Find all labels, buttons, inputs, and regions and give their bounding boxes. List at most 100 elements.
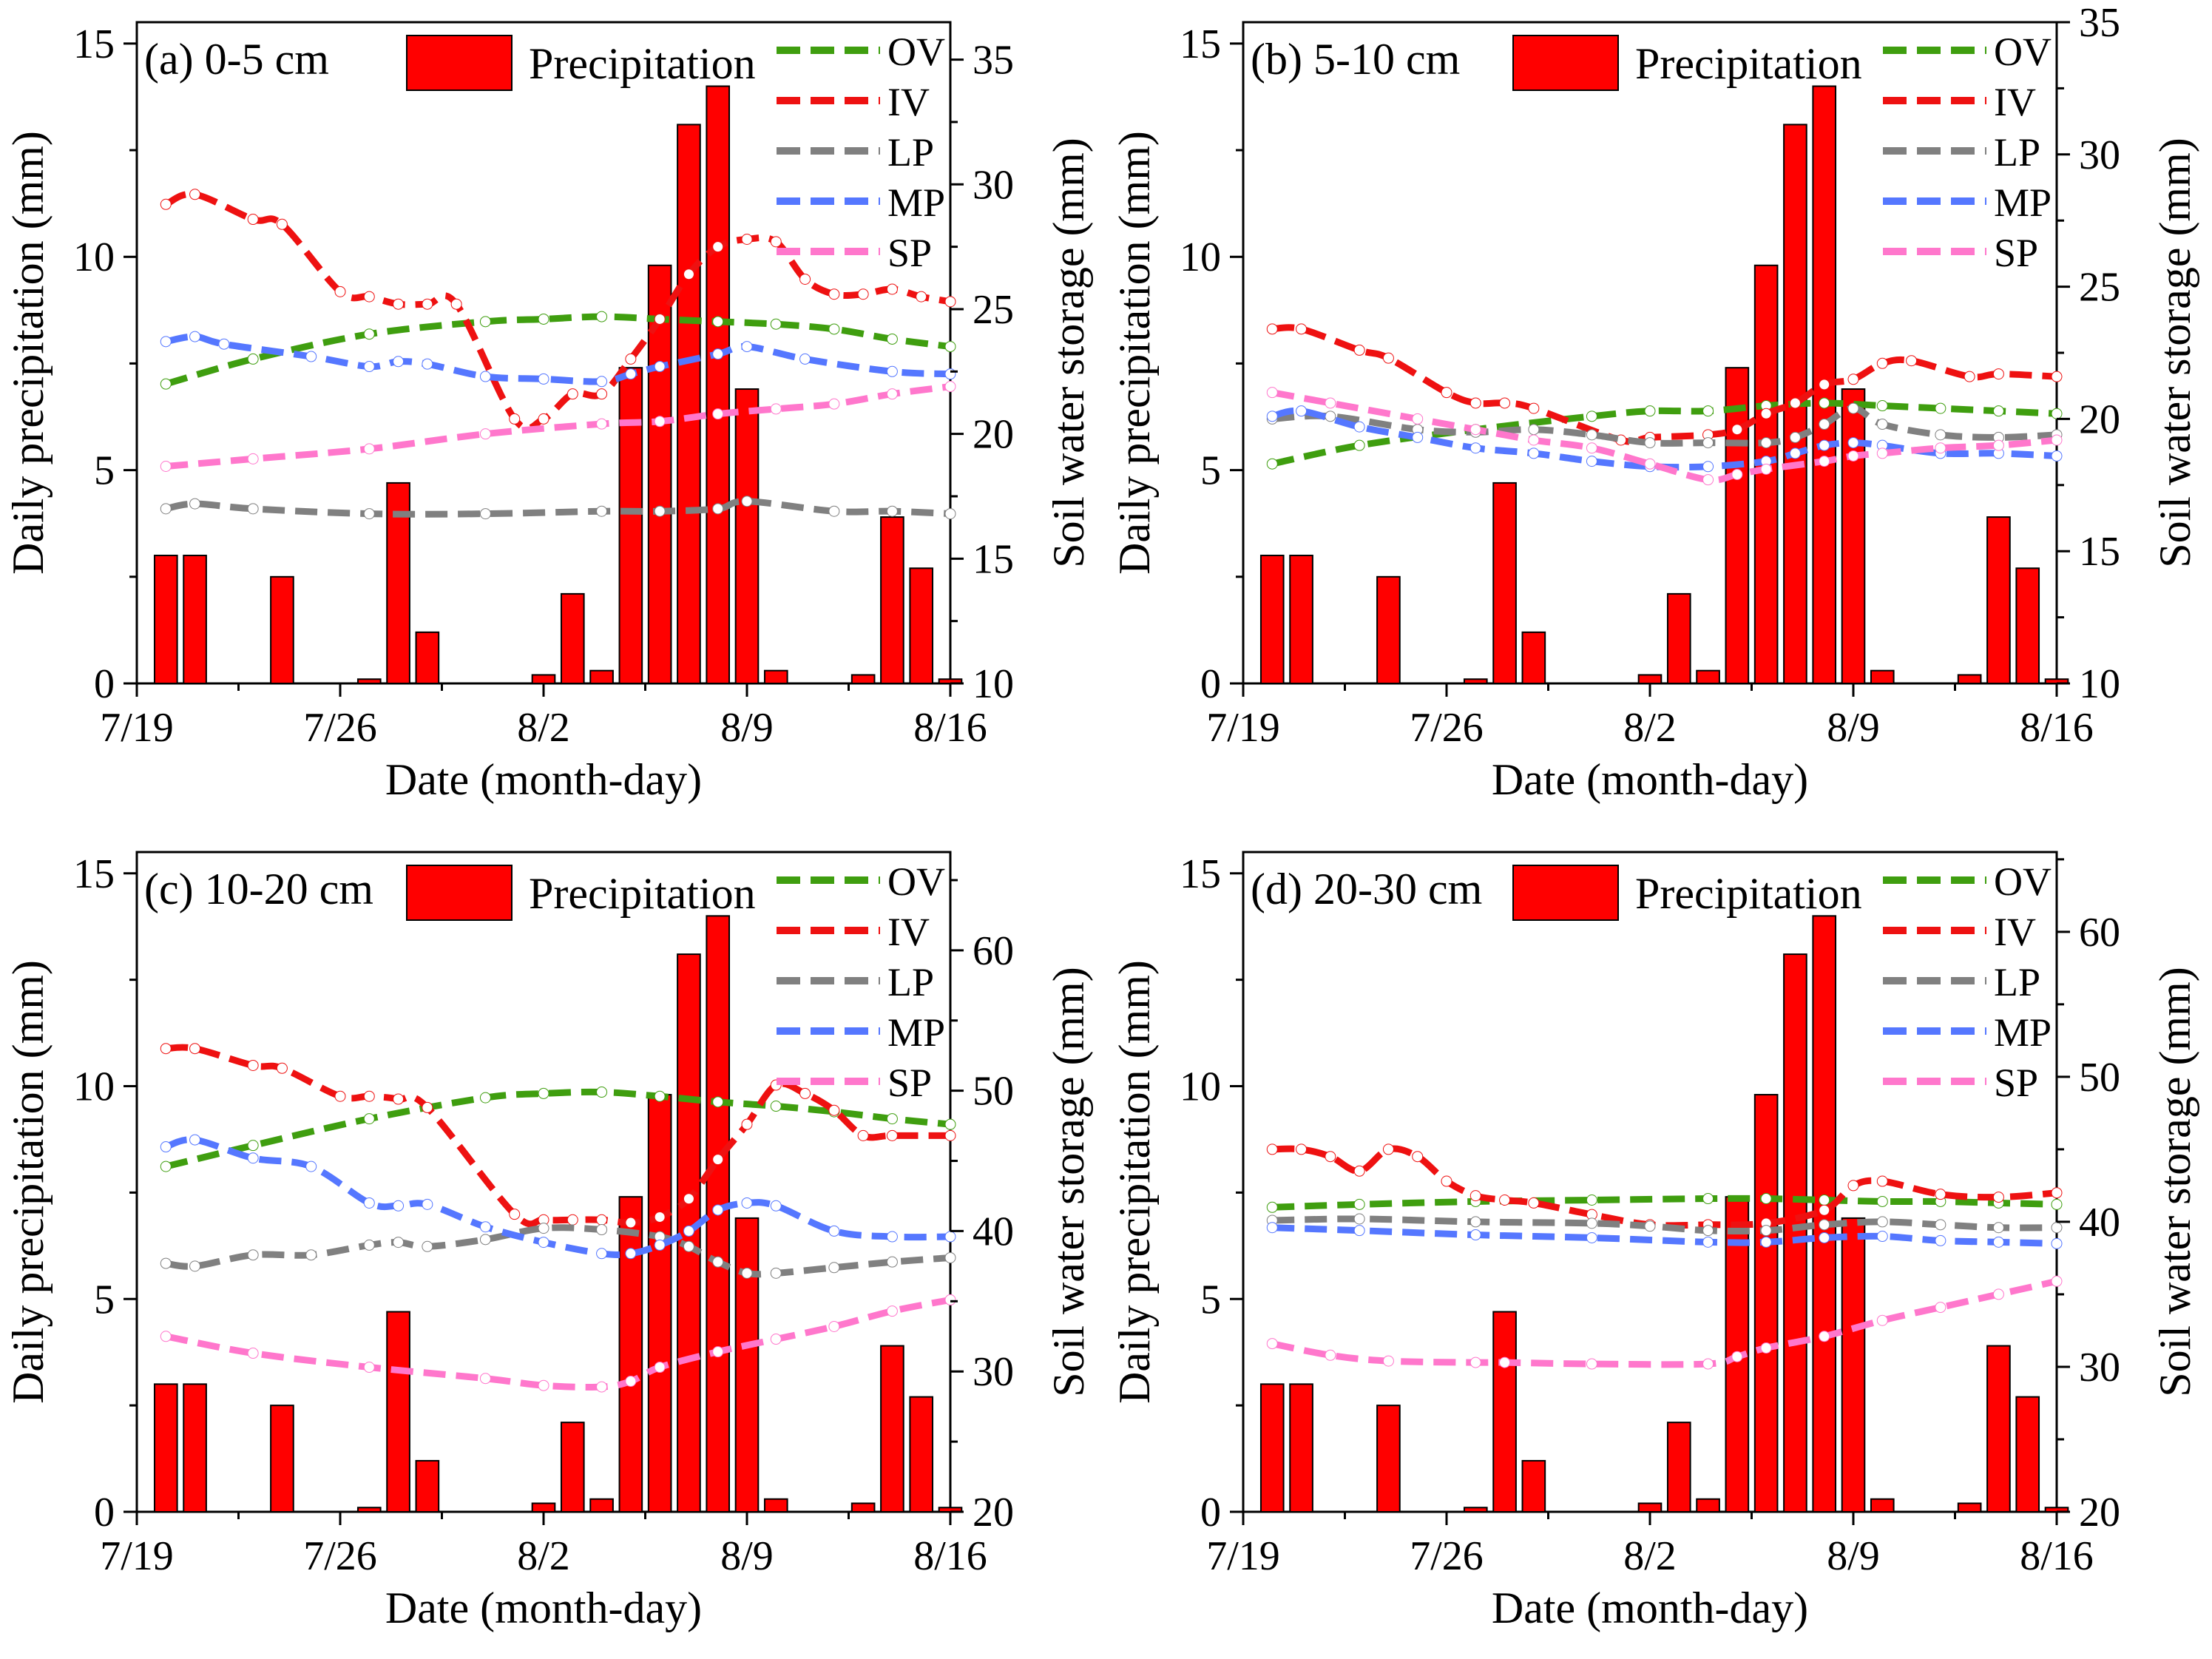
legend-label-sp: SP (1994, 231, 2038, 275)
data-point (247, 503, 259, 515)
data-point (1441, 1175, 1452, 1187)
data-point (2051, 434, 2063, 446)
data-point (1499, 1356, 1511, 1368)
x-tick-label: 8/16 (913, 705, 987, 751)
data-point (1876, 1314, 1888, 1326)
x-tick-label: 7/26 (1410, 705, 1484, 751)
data-point (886, 1113, 898, 1125)
data-point (596, 505, 608, 517)
data-point (393, 1200, 405, 1212)
data-point (886, 1256, 898, 1268)
data-point (944, 1251, 956, 1263)
data-point (189, 1134, 201, 1146)
data-point (363, 1113, 375, 1125)
data-point (1876, 400, 1888, 412)
x-tick-label: 8/9 (720, 1533, 774, 1579)
y-axis-label: Daily precipitation (mm) (1110, 131, 1159, 575)
data-point (363, 443, 375, 455)
x-tick-label: 8/16 (913, 1533, 987, 1579)
legend-label-iv: IV (1994, 80, 2036, 124)
data-point (886, 1305, 898, 1317)
data-point (1469, 424, 1481, 436)
x-tick-label: 8/2 (1623, 705, 1677, 751)
data-point (276, 218, 288, 230)
y2-tick-label: 30 (2079, 132, 2120, 178)
data-point (799, 1087, 811, 1099)
precipitation-legend-label: Precipitation (1635, 869, 1862, 918)
data-point (1789, 447, 1801, 459)
data-point (479, 428, 491, 440)
data-point (1382, 1143, 1394, 1155)
data-point (625, 1248, 637, 1260)
data-point (1731, 1351, 1743, 1362)
precipitation-bar (880, 516, 904, 684)
data-point (1586, 456, 1597, 467)
data-point (770, 1334, 782, 1345)
data-point (1266, 1338, 1278, 1350)
data-point (1325, 410, 1336, 422)
data-point (189, 331, 201, 342)
precipitation-bar (386, 1311, 410, 1513)
data-point (828, 1262, 840, 1274)
y2-tick-label: 60 (2079, 910, 2120, 956)
data-point (1935, 442, 1947, 454)
y2-tick-label: 30 (973, 1349, 1014, 1395)
data-point (1412, 413, 1424, 425)
x-tick-label: 7/26 (1410, 1533, 1484, 1579)
data-point (450, 298, 462, 310)
precipitation-bar (647, 264, 672, 684)
x-tick-label: 8/2 (517, 705, 570, 751)
data-point (422, 298, 433, 310)
precipitation-bar (1841, 1217, 1866, 1513)
data-point (654, 505, 666, 517)
data-point (1819, 379, 1830, 391)
data-point (538, 373, 549, 385)
data-point (770, 1267, 782, 1279)
data-point (2051, 1222, 2063, 1234)
data-point (1819, 1204, 1830, 1216)
data-point (1992, 439, 2004, 451)
data-point (712, 241, 724, 253)
data-point (334, 1090, 346, 1102)
data-point (1586, 1358, 1597, 1370)
data-point (1528, 1197, 1540, 1209)
y-tick-label: 15 (1180, 21, 1221, 67)
precipitation-legend-label: Precipitation (1635, 39, 1862, 88)
x-tick-label: 8/9 (1827, 1533, 1880, 1579)
series-line-sp (1271, 389, 2057, 484)
data-point (1266, 458, 1278, 470)
data-point (944, 1118, 956, 1130)
precipitation-bar (183, 1383, 207, 1513)
data-point (596, 376, 608, 388)
precipitation-bar (618, 1196, 643, 1513)
data-point (770, 318, 782, 330)
data-point (1499, 397, 1511, 409)
data-point (1382, 352, 1394, 364)
data-point (828, 323, 840, 335)
chart-panel-b: 7/19 7/26 8/2 8/9 8/16 0 5 10 15 10 15 20 25 30 35 Date… (1110, 0, 2199, 804)
data-point (1847, 402, 1859, 414)
legend-label-sp: SP (887, 231, 932, 275)
data-point (1266, 323, 1278, 335)
data-point (712, 348, 724, 360)
data-point (1644, 458, 1656, 470)
precipitation-bar (763, 669, 788, 685)
plot-frame (1242, 21, 2058, 685)
x-tick-label: 8/9 (720, 705, 774, 751)
data-point (1702, 1225, 1714, 1237)
data-point (654, 1239, 666, 1251)
data-point (189, 1043, 201, 1055)
data-point (1586, 442, 1597, 454)
data-point (2051, 371, 2063, 382)
data-point (1935, 1234, 1947, 1246)
x-axis-label: Date (month-day) (1492, 755, 1808, 804)
data-point (1731, 424, 1743, 436)
precipitation-bar (415, 1459, 440, 1513)
data-point (479, 1373, 491, 1385)
data-point (1819, 419, 1830, 430)
data-point (770, 1200, 782, 1212)
panel-title: (a) 0-5 cm (144, 35, 329, 84)
data-point (1847, 1180, 1859, 1192)
data-point (1528, 402, 1540, 414)
